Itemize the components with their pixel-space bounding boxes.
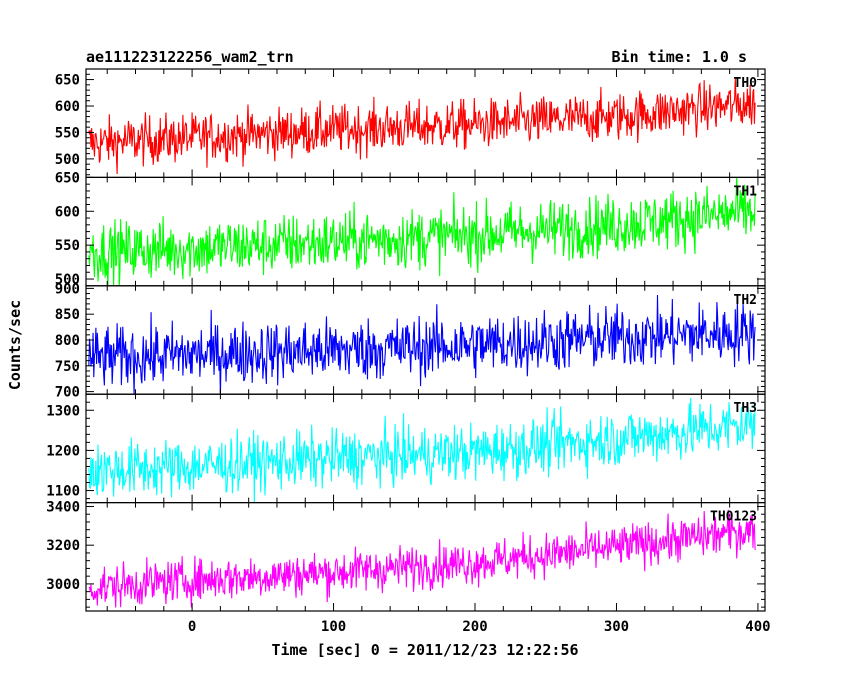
x-tick-labels: 0 100 200 300 400	[188, 619, 771, 635]
y-tick-label: 1100	[46, 484, 80, 500]
y-tick-label: 1300	[46, 403, 80, 419]
panel-th1: 500 550 600 650 TH1	[55, 170, 766, 288]
x-tick-label: 0	[188, 619, 196, 635]
panel-th2: 700 750 800 850 900 TH2	[55, 281, 766, 401]
y-tick-label: 650	[55, 170, 80, 186]
x-tick-label: 300	[604, 619, 629, 635]
bin-time-label: Bin time: 1.0 s	[612, 48, 747, 66]
y-tick-label: 750	[55, 359, 80, 375]
x-tick-label: 100	[321, 619, 346, 635]
panel-label: TH1	[734, 184, 758, 199]
panel-th0: 500 550 600 650 TH0	[55, 68, 766, 179]
series-line-th0123	[88, 509, 756, 608]
y-tick-label: 1200	[46, 443, 80, 459]
x-axis-label: Time [sec] 0 = 2011/12/23 12:22:56	[271, 641, 578, 659]
y-tick-label: 900	[55, 281, 80, 297]
y-tick-label: 500	[55, 152, 80, 168]
y-tick-label: 550	[55, 238, 80, 254]
y-tick-label: 600	[55, 204, 80, 220]
y-tick-label: 3200	[46, 538, 80, 554]
y-axis-label: Counts/sec	[6, 300, 24, 390]
panel-label: TH3	[734, 401, 757, 416]
y-tick-label: 700	[55, 385, 80, 401]
x-tick-label: 400	[745, 619, 770, 635]
panel-label: TH2	[734, 293, 757, 308]
observation-id-title: ae111223122256_wam2_trn	[86, 48, 294, 66]
panel-frame	[85, 502, 766, 612]
panel-stack: 500 550 600 650 TH0 500 550 600 650 TH1 700 750 800 8…	[46, 68, 766, 612]
series-line-th1	[88, 177, 756, 286]
y-tick-label: 600	[55, 99, 80, 115]
y-tick-label: 500	[55, 272, 80, 288]
y-tick-label: 550	[55, 125, 80, 141]
panel-label: TH0	[734, 76, 758, 91]
series-line-th3	[88, 397, 756, 503]
y-tick-label: 650	[55, 73, 80, 89]
y-tick-label: 3000	[46, 577, 80, 593]
x-tick-label: 200	[462, 619, 487, 635]
y-tick-label: 3400	[46, 499, 80, 515]
series-line-th2	[88, 294, 756, 395]
panel-th0123: 3000 3200 3400 TH0123	[46, 499, 766, 612]
series-line-th0	[88, 78, 756, 174]
y-tick-label: 800	[55, 333, 80, 349]
panel-label: TH0123	[710, 510, 757, 525]
panel-th3: 1100 1200 1300 TH3	[46, 393, 766, 504]
y-tick-label: 850	[55, 307, 80, 323]
